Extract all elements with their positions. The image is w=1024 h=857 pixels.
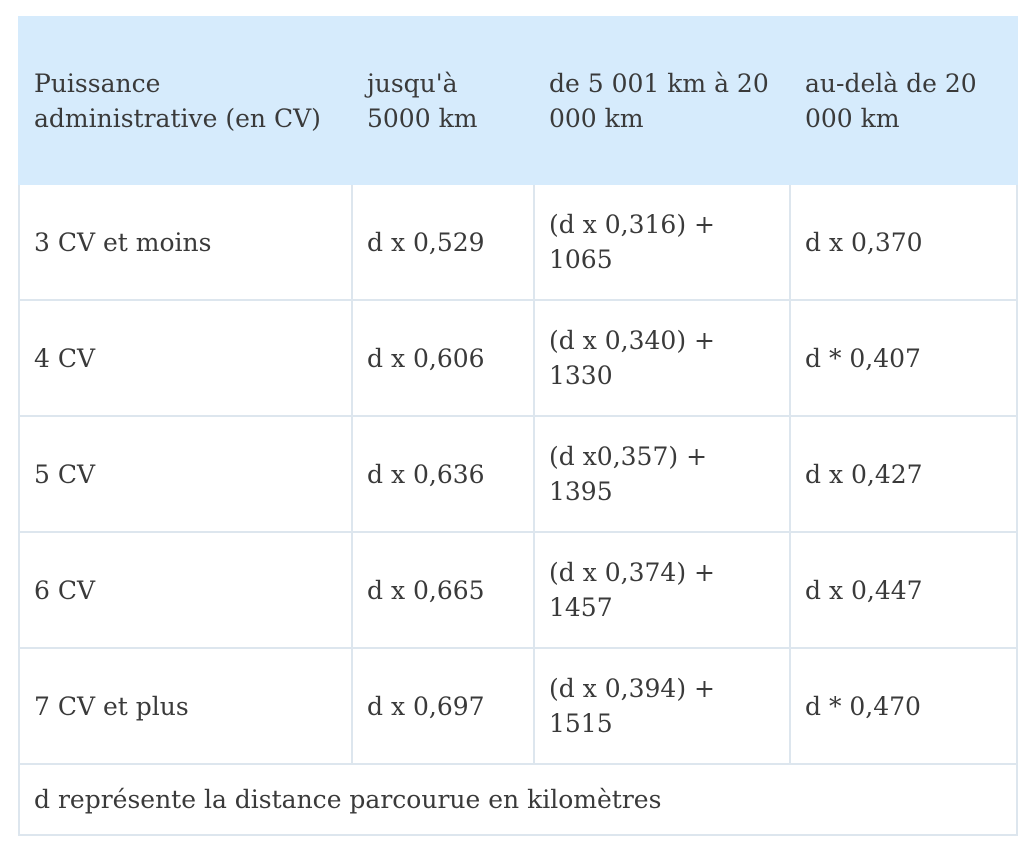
header-row: Puissance administrative (en CV) jusqu'à… [18, 16, 1018, 185]
mileage-allowance-table: Puissance administrative (en CV) jusqu'à… [18, 16, 1018, 836]
cell-over-20000: d x 0,427 [789, 415, 1018, 533]
cell-up-to-5000: d x 0,697 [351, 647, 535, 765]
cell-up-to-5000: d x 0,636 [351, 415, 535, 533]
cell-up-to-5000: d x 0,665 [351, 531, 535, 649]
cell-5001-to-20000: (d x 0,394) + 1515 [533, 647, 791, 765]
cell-over-20000: d x 0,447 [789, 531, 1018, 649]
cell-power: 6 CV [18, 531, 353, 649]
header-power: Puissance administrative (en CV) [18, 16, 353, 185]
footnote-row: d représente la distance parcourue en ki… [18, 763, 1018, 836]
cell-5001-to-20000: (d x 0,316) + 1065 [533, 183, 791, 301]
cell-power: 5 CV [18, 415, 353, 533]
cell-5001-to-20000: (d x 0,374) + 1457 [533, 531, 791, 649]
cell-over-20000: d * 0,470 [789, 647, 1018, 765]
table-body: 3 CV et moins d x 0,529 (d x 0,316) + 10… [18, 183, 1018, 836]
table-header: Puissance administrative (en CV) jusqu'à… [18, 16, 1018, 185]
table-container: Puissance administrative (en CV) jusqu'à… [18, 16, 1018, 836]
table-row: 5 CV d x 0,636 (d x0,357) + 1395 d x 0,4… [18, 415, 1018, 533]
cell-5001-to-20000: (d x0,357) + 1395 [533, 415, 791, 533]
table-row: 3 CV et moins d x 0,529 (d x 0,316) + 10… [18, 183, 1018, 301]
cell-power: 4 CV [18, 299, 353, 417]
cell-over-20000: d * 0,407 [789, 299, 1018, 417]
table-footnote: d représente la distance parcourue en ki… [18, 763, 1018, 836]
table-row: 7 CV et plus d x 0,697 (d x 0,394) + 151… [18, 647, 1018, 765]
cell-over-20000: d x 0,370 [789, 183, 1018, 301]
header-over-20000: au-delà de 20 000 km [789, 16, 1018, 185]
cell-power: 7 CV et plus [18, 647, 353, 765]
table-row: 4 CV d x 0,606 (d x 0,340) + 1330 d * 0,… [18, 299, 1018, 417]
table-row: 6 CV d x 0,665 (d x 0,374) + 1457 d x 0,… [18, 531, 1018, 649]
cell-power: 3 CV et moins [18, 183, 353, 301]
cell-up-to-5000: d x 0,529 [351, 183, 535, 301]
header-5001-to-20000: de 5 001 km à 20 000 km [533, 16, 791, 185]
cell-5001-to-20000: (d x 0,340) + 1330 [533, 299, 791, 417]
header-up-to-5000: jusqu'à 5000 km [351, 16, 535, 185]
cell-up-to-5000: d x 0,606 [351, 299, 535, 417]
